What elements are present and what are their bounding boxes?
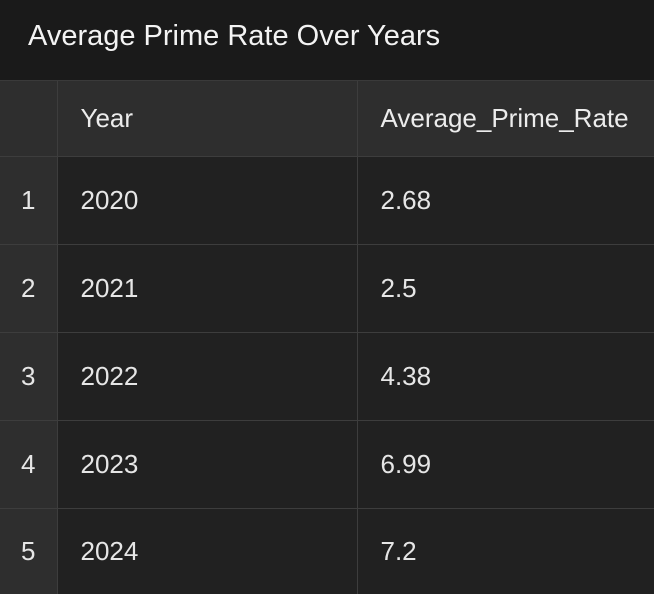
table-row: 5 2024 7.2 <box>0 508 654 594</box>
table-row: 3 2022 4.38 <box>0 332 654 421</box>
cell-average-prime-rate: 6.99 <box>357 420 654 509</box>
row-index: 5 <box>0 508 58 594</box>
table-title: Average Prime Rate Over Years <box>28 19 441 52</box>
table-row: 2 2021 2.5 <box>0 244 654 333</box>
cell-average-prime-rate: 2.5 <box>357 244 654 333</box>
cell-year: 2021 <box>57 244 358 333</box>
row-index: 3 <box>0 332 58 421</box>
cell-average-prime-rate: 2.68 <box>357 156 654 245</box>
cell-year: 2024 <box>57 508 358 594</box>
data-table: Year Average_Prime_Rate 1 2020 2.68 2 20… <box>0 81 654 594</box>
column-header-year[interactable]: Year <box>57 81 358 157</box>
cell-average-prime-rate: 7.2 <box>357 508 654 594</box>
cell-average-prime-rate: 4.38 <box>357 332 654 421</box>
table-title-bar: Average Prime Rate Over Years <box>0 0 654 81</box>
cell-year: 2023 <box>57 420 358 509</box>
index-column-header <box>0 81 58 157</box>
row-index: 4 <box>0 420 58 509</box>
table-row: 1 2020 2.68 <box>0 156 654 245</box>
cell-year: 2020 <box>57 156 358 245</box>
header-row: Year Average_Prime_Rate <box>0 81 654 157</box>
row-index: 2 <box>0 244 58 333</box>
row-index: 1 <box>0 156 58 245</box>
cell-year: 2022 <box>57 332 358 421</box>
column-header-average-prime-rate[interactable]: Average_Prime_Rate <box>357 81 654 157</box>
table-row: 4 2023 6.99 <box>0 420 654 509</box>
